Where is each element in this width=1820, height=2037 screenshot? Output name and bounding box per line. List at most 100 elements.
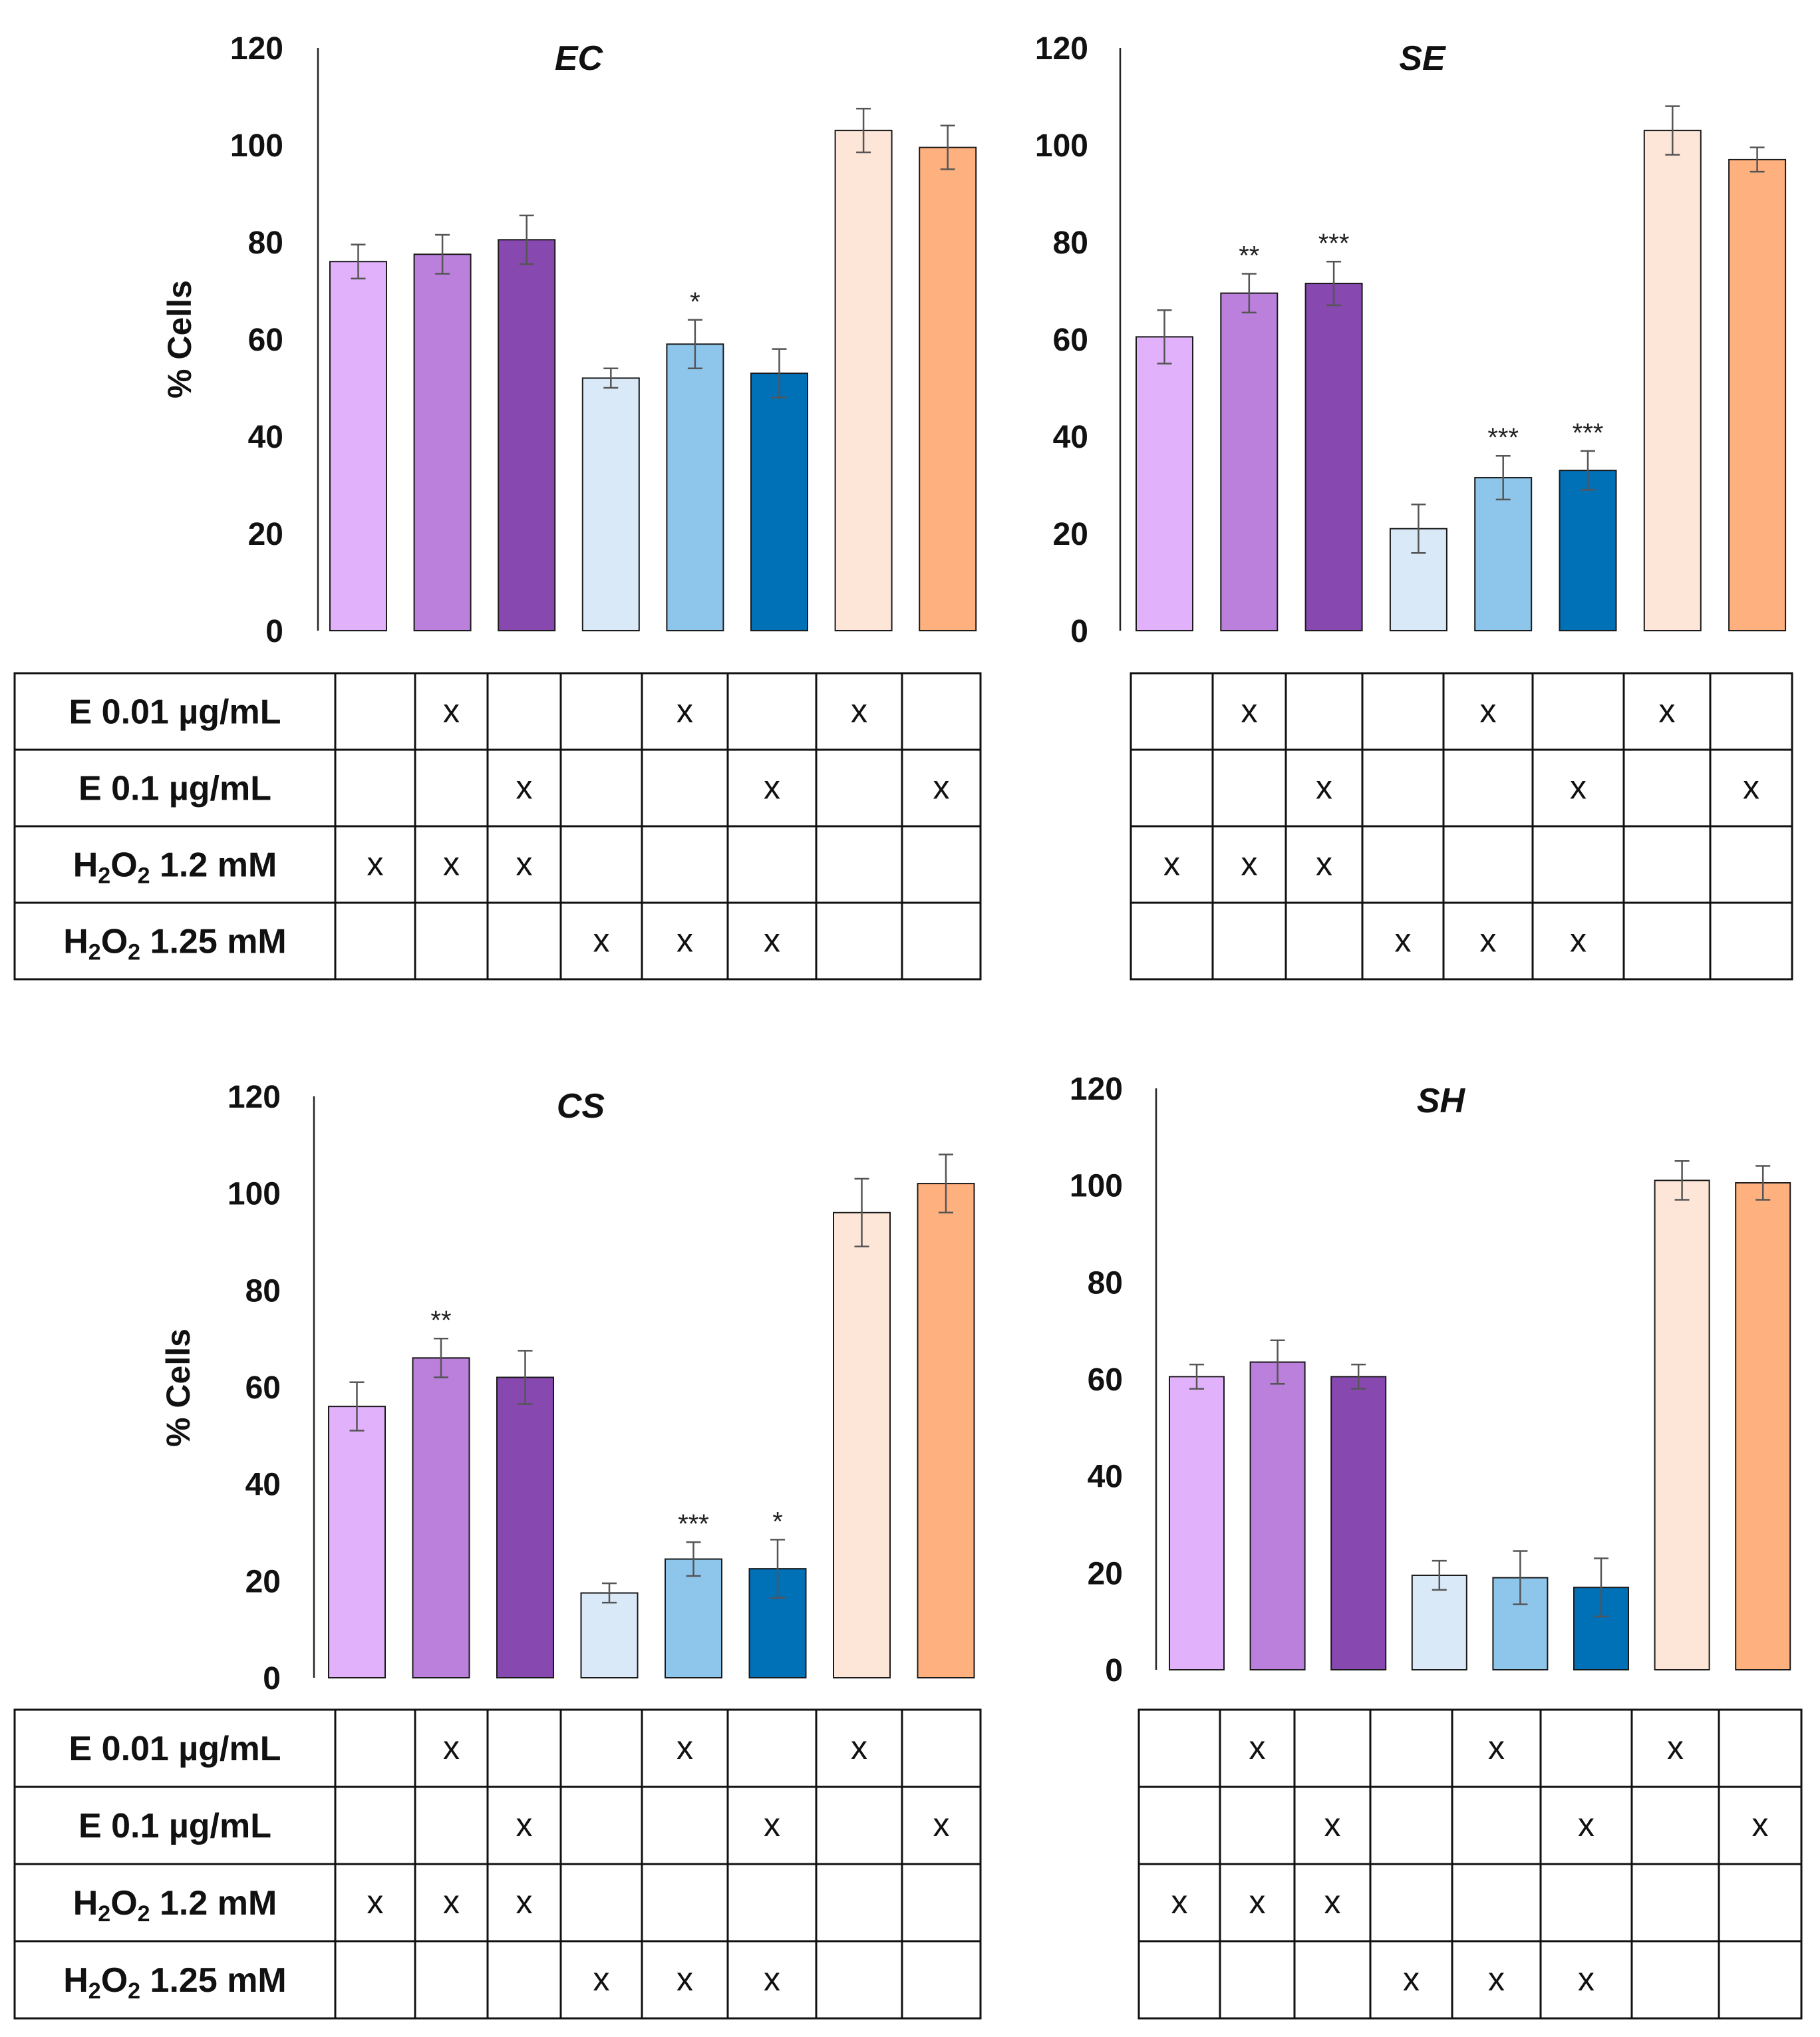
error-bar — [351, 243, 366, 279]
y-tick-label: 20 — [1053, 517, 1088, 552]
significance-marker: * — [690, 287, 700, 317]
table-cell-mark: x — [851, 1729, 867, 1766]
y-tick-label: 0 — [265, 614, 283, 649]
row-label-part: 2 — [98, 863, 110, 889]
table-cell-mark: x — [1395, 922, 1412, 959]
y-tick-label: 60 — [1053, 323, 1088, 358]
y-tick-label: 40 — [245, 1468, 281, 1503]
table-cell-mark: x — [1743, 769, 1759, 806]
error-bar — [772, 348, 787, 398]
row-label-part: H — [73, 1884, 98, 1923]
table-cell-mark: x — [1324, 1883, 1341, 1921]
y-tick-label: 120 — [1035, 31, 1088, 67]
y-tick-label: 20 — [1088, 1556, 1123, 1591]
significance-marker: ** — [430, 1306, 451, 1335]
bar — [665, 1558, 722, 1679]
table-cell-mark: x — [1667, 1729, 1684, 1766]
table-row-label-e001: E 0.01 µg/mL — [69, 1730, 281, 1768]
error-bar — [687, 319, 702, 370]
row-label-part: 2 — [88, 940, 101, 965]
error-bar — [1755, 1165, 1771, 1201]
bar — [581, 377, 640, 632]
bar — [1559, 470, 1617, 631]
y-tick-label: 0 — [1105, 1653, 1123, 1688]
y-tick-label: 100 — [1070, 1169, 1123, 1204]
chart-title: SE — [1399, 39, 1446, 78]
row-label-part: 2 — [98, 1901, 110, 1927]
table-cell-mark: x — [1480, 922, 1497, 959]
error-bar — [435, 234, 450, 275]
row-label-part: 2 — [128, 1978, 140, 2004]
row-label-part: O — [110, 1884, 137, 1923]
error-bar — [1351, 1363, 1366, 1390]
y-tick-label: 20 — [245, 1564, 281, 1599]
bar — [1330, 1376, 1387, 1671]
table-cell-mark: x — [933, 769, 950, 806]
chart-title: SH — [1417, 1082, 1466, 1120]
error-bar — [1665, 105, 1680, 156]
table-cell-mark: x — [516, 846, 533, 883]
table-cell-mark: x — [1570, 922, 1587, 959]
error-bar — [939, 1154, 953, 1214]
bar — [1169, 1376, 1225, 1671]
bar — [329, 261, 387, 631]
table-cell-mark: x — [1316, 769, 1332, 806]
table-cell-mark: x — [516, 1883, 533, 1921]
error-bar — [349, 1381, 365, 1432]
bar — [496, 1376, 554, 1679]
error-bar — [518, 1350, 533, 1405]
y-axis-label: % Cells — [161, 280, 198, 398]
table-cell-mark: x — [1488, 1729, 1505, 1766]
bar — [1728, 158, 1787, 631]
bar — [580, 1592, 639, 1679]
error-bar — [1157, 309, 1172, 365]
error-bar — [1581, 450, 1595, 491]
table-cell-mark: x — [443, 1729, 460, 1766]
table-cell-mark: x — [516, 769, 533, 806]
significance-marker: *** — [1318, 229, 1350, 258]
significance-marker: ** — [1239, 241, 1259, 270]
y-tick-label: 80 — [1088, 1265, 1123, 1301]
row-label-part: H — [63, 1961, 88, 2000]
table-cell-mark: x — [1480, 693, 1497, 730]
y-tick-label: 120 — [230, 31, 283, 67]
bar — [666, 343, 724, 631]
table-row-label-h125: H2O2 1.25 mM — [63, 923, 287, 965]
y-axis-label: % Cells — [160, 1329, 197, 1447]
y-tick-label: 40 — [1088, 1460, 1123, 1495]
table-cell-mark: x — [933, 1806, 950, 1843]
table-cell-mark: x — [1163, 846, 1180, 883]
table-cell-mark: x — [443, 1883, 460, 1921]
bar — [498, 239, 556, 632]
table-row-label-e01: E 0.1 µg/mL — [78, 770, 271, 808]
error-bar — [856, 108, 871, 154]
row-label-part: 2 — [128, 940, 140, 965]
error-bar — [940, 124, 955, 170]
table-cell-mark: x — [1316, 846, 1332, 883]
error-bar — [1241, 273, 1257, 314]
error-bar — [1513, 1550, 1528, 1605]
bar — [833, 1211, 891, 1679]
bar — [1220, 292, 1279, 631]
y-tick-label: 20 — [248, 517, 283, 552]
table-cell-mark: x — [764, 1806, 780, 1843]
chart-panel-sh: 0 20 40 60 80 100 120 SH x x x x x x x x x x x x — [1070, 1072, 1803, 2020]
table-cell-mark: x — [1171, 1883, 1188, 1921]
bar — [1735, 1182, 1791, 1670]
significance-marker: *** — [1573, 418, 1604, 448]
y-tick-label: 0 — [263, 1661, 281, 1696]
row-label-part: 2 — [138, 1901, 150, 1927]
row-label-part: H — [73, 846, 98, 885]
error-bar — [770, 1539, 785, 1599]
table-cell-mark: x — [1488, 1960, 1505, 1998]
bar — [1573, 1587, 1629, 1671]
table-cell-mark: x — [1324, 1806, 1341, 1843]
bar — [413, 253, 472, 631]
error-bar — [1594, 1557, 1608, 1618]
error-bar — [854, 1177, 869, 1248]
table-cell-mark: x — [443, 846, 460, 883]
table-cell-mark: x — [1249, 1883, 1266, 1921]
error-bar — [1411, 503, 1426, 554]
